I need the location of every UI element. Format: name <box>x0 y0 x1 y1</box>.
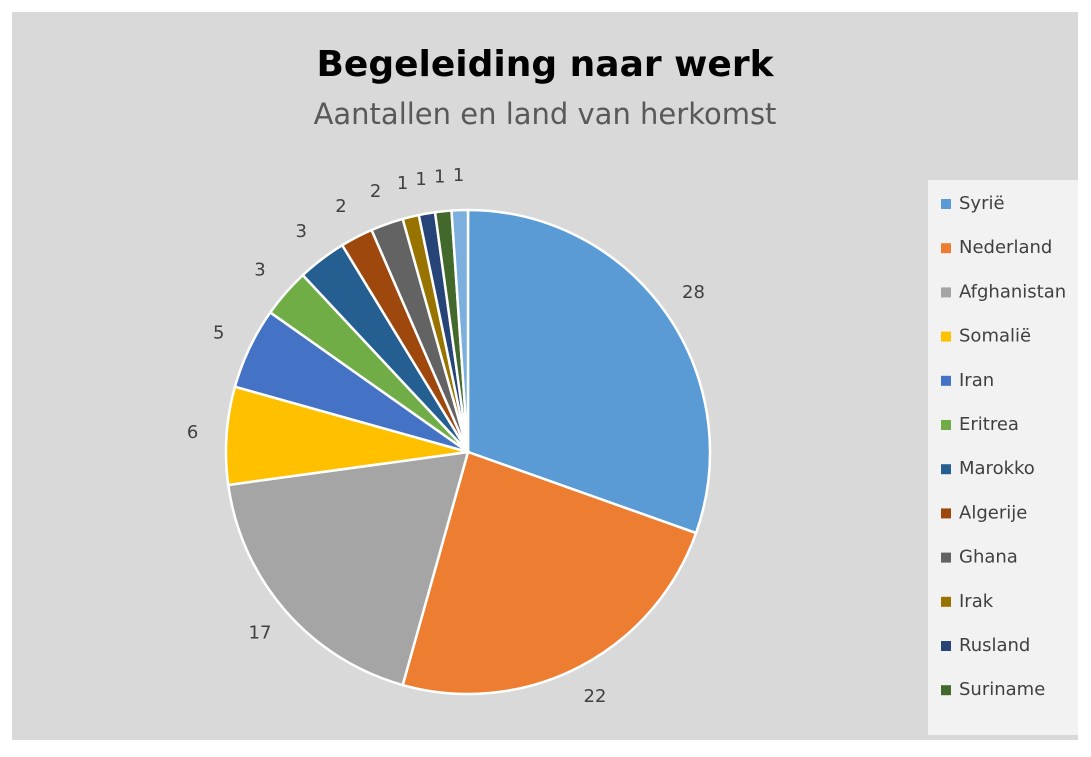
data-label: 3 <box>254 260 265 281</box>
legend-swatch <box>941 199 951 209</box>
legend-label: Nederland <box>959 237 1052 258</box>
pie-slice <box>226 450 470 687</box>
legend-swatch <box>941 508 951 519</box>
pie-slice <box>401 450 698 696</box>
data-label: 1 <box>453 165 464 186</box>
legend-swatch <box>941 641 951 651</box>
legend-swatch <box>941 596 951 607</box>
data-label: 3 <box>296 221 307 242</box>
data-label: 28 <box>682 282 705 303</box>
legend-swatch <box>941 552 951 563</box>
legend-label: Rusland <box>959 635 1030 656</box>
legend-label: Afghanistan <box>959 281 1066 302</box>
legend-swatch <box>941 287 951 298</box>
data-label: 5 <box>213 322 224 343</box>
legend-swatch <box>941 685 951 696</box>
legend-label: Suriname <box>959 679 1045 700</box>
data-label: 17 <box>249 622 272 643</box>
legend-swatch <box>941 331 951 342</box>
legend-label: Iran <box>959 370 994 391</box>
chart-title: Begeleiding naar werk <box>316 44 774 85</box>
legend-swatch <box>941 243 951 254</box>
pie-slice <box>450 208 470 453</box>
data-label: 1 <box>397 173 408 194</box>
data-label: 1 <box>434 166 445 187</box>
legend-swatch <box>941 464 951 475</box>
legend-label: Algerije <box>959 502 1027 523</box>
data-label: 2 <box>370 181 381 202</box>
legend-label: Ghana <box>959 547 1018 568</box>
legend-box <box>928 180 1078 735</box>
legend-label: Marokko <box>959 458 1035 479</box>
legend-label: Syrië <box>959 193 1005 214</box>
pie-slice <box>466 208 712 535</box>
chart-subtitle: Aantallen en land van herkomst <box>314 97 777 131</box>
data-label: 6 <box>187 422 198 443</box>
legend-swatch <box>941 420 951 430</box>
legend-label: Eritrea <box>959 414 1019 435</box>
data-label: 1 <box>415 169 426 190</box>
legend-swatch <box>941 375 951 386</box>
legend-label: Somalië <box>959 326 1031 347</box>
data-label: 22 <box>584 686 607 707</box>
legend-label: Irak <box>959 591 994 612</box>
data-label: 2 <box>335 196 346 217</box>
